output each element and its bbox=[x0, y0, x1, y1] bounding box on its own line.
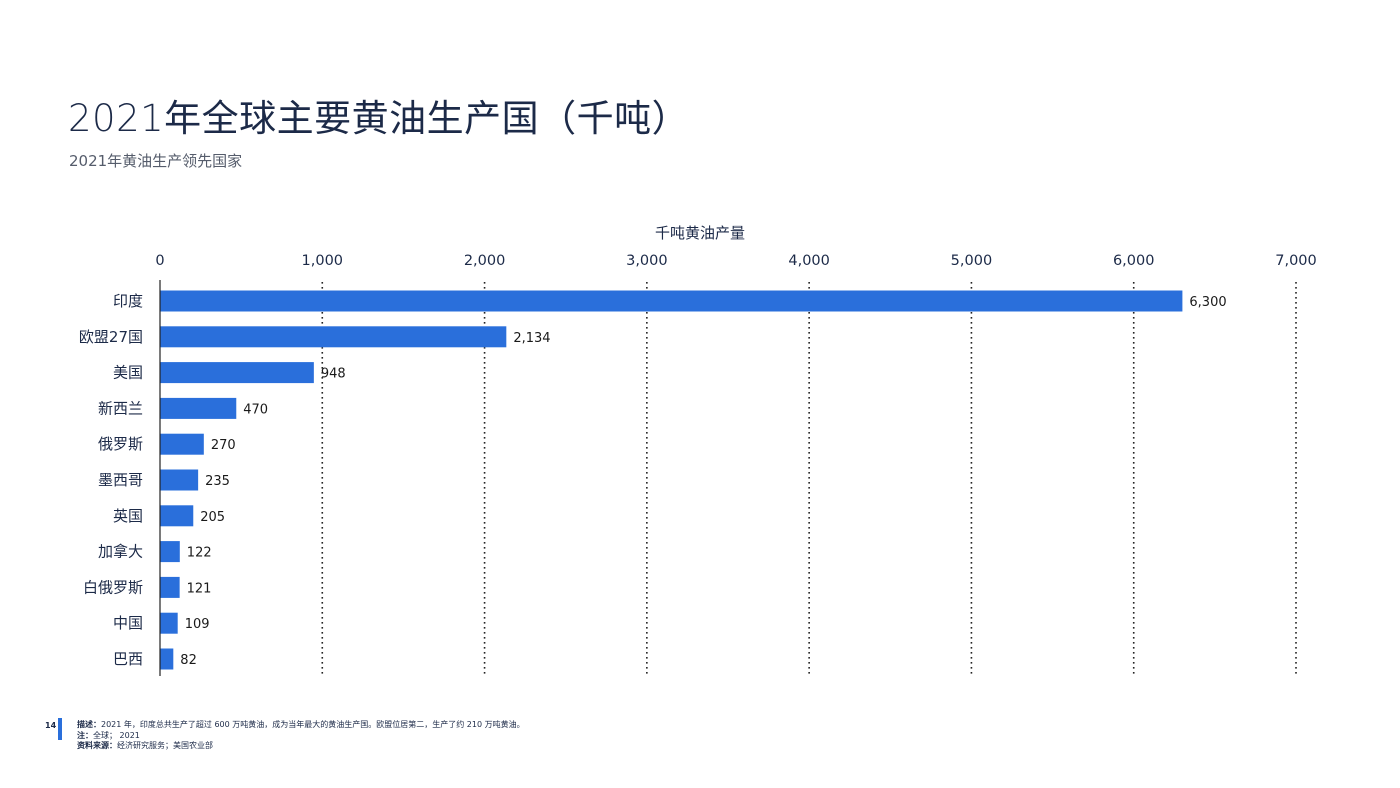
x-tick-label: 0 bbox=[155, 253, 164, 269]
value-label: 205 bbox=[200, 510, 225, 525]
description-text: 2021 年，印度总共生产了超过 600 万吨黄油，成为当年最大的黄油生产国。欧… bbox=[101, 720, 525, 729]
value-label: 121 bbox=[187, 581, 212, 596]
category-label: 欧盟27国 bbox=[79, 328, 143, 346]
value-labels: 6,300 2,134 948 470 270 235 205 122 121 109 82 bbox=[180, 295, 1226, 668]
value-label: 2,134 bbox=[513, 331, 550, 346]
chart-title: 2021年全球主要黄油生产国（千吨） bbox=[68, 97, 690, 140]
category-label: 中国 bbox=[113, 614, 143, 632]
category-label: 英国 bbox=[113, 507, 143, 525]
source-label: 资料来源： bbox=[77, 741, 117, 750]
chart-subtitle: 2021年黄油生产领先国家 bbox=[69, 152, 243, 170]
value-label: 270 bbox=[211, 438, 236, 453]
bar bbox=[160, 612, 178, 634]
value-label: 109 bbox=[185, 617, 210, 632]
bar bbox=[160, 326, 507, 348]
bar bbox=[160, 541, 180, 563]
x-tick-label: 3,000 bbox=[626, 253, 668, 269]
x-tick-label: 7,000 bbox=[1275, 253, 1317, 269]
note-label: 注： bbox=[77, 730, 93, 740]
category-label: 加拿大 bbox=[98, 543, 143, 561]
value-label: 6,300 bbox=[1189, 295, 1226, 310]
x-tick-labels: 0 1,000 2,000 3,000 4,000 5,000 6,000 7,000 bbox=[155, 253, 1316, 269]
x-tick-label: 1,000 bbox=[302, 253, 344, 269]
x-tick-label: 5,000 bbox=[951, 253, 993, 269]
bar bbox=[160, 505, 194, 527]
bar bbox=[160, 290, 1183, 312]
description-label: 描述： bbox=[77, 720, 101, 729]
category-label: 巴西 bbox=[113, 650, 143, 668]
category-label: 俄罗斯 bbox=[98, 435, 143, 453]
bar bbox=[160, 576, 180, 598]
value-label: 82 bbox=[180, 653, 197, 668]
description-line: 描述：2021 年，印度总共生产了超过 600 万吨黄油，成为当年最大的黄油生产… bbox=[77, 720, 525, 731]
x-tick-label: 6,000 bbox=[1113, 253, 1155, 269]
gridlines bbox=[321, 282, 1297, 676]
bar bbox=[160, 397, 237, 419]
x-axis-label: 千吨黄油产量 bbox=[655, 224, 745, 242]
x-tick-label: 4,000 bbox=[788, 253, 830, 269]
butter-production-bar-chart: 千吨黄油产量 0 1,000 2,000 3,000 4,000 5,000 6,000 7,… bbox=[79, 224, 1317, 676]
value-label: 122 bbox=[187, 546, 212, 561]
bar bbox=[160, 433, 204, 455]
x-tick-label: 2,000 bbox=[464, 253, 506, 269]
category-label: 墨西哥 bbox=[98, 471, 143, 489]
value-label: 470 bbox=[243, 402, 268, 417]
category-label: 印度 bbox=[113, 292, 143, 310]
footer-accent-bar bbox=[58, 718, 62, 740]
category-label: 美国 bbox=[113, 364, 143, 382]
note-line: 注：全球； 2021 bbox=[77, 731, 525, 742]
source-line: 资料来源：经济研究服务；美国农业部 bbox=[77, 741, 525, 752]
value-label: 948 bbox=[321, 367, 346, 382]
source-text: 经济研究服务；美国农业部 bbox=[117, 741, 213, 750]
category-label: 新西兰 bbox=[98, 399, 143, 417]
bars bbox=[160, 290, 1183, 670]
footer-text: 描述：2021 年，印度总共生产了超过 600 万吨黄油，成为当年最大的黄油生产… bbox=[77, 720, 525, 752]
bar bbox=[160, 362, 314, 384]
page-number: 14 bbox=[45, 721, 57, 730]
note-text: 全球； 2021 bbox=[93, 730, 140, 740]
bar bbox=[160, 469, 199, 491]
bar bbox=[160, 648, 174, 670]
category-label: 白俄罗斯 bbox=[83, 578, 143, 596]
value-label: 235 bbox=[205, 474, 230, 489]
